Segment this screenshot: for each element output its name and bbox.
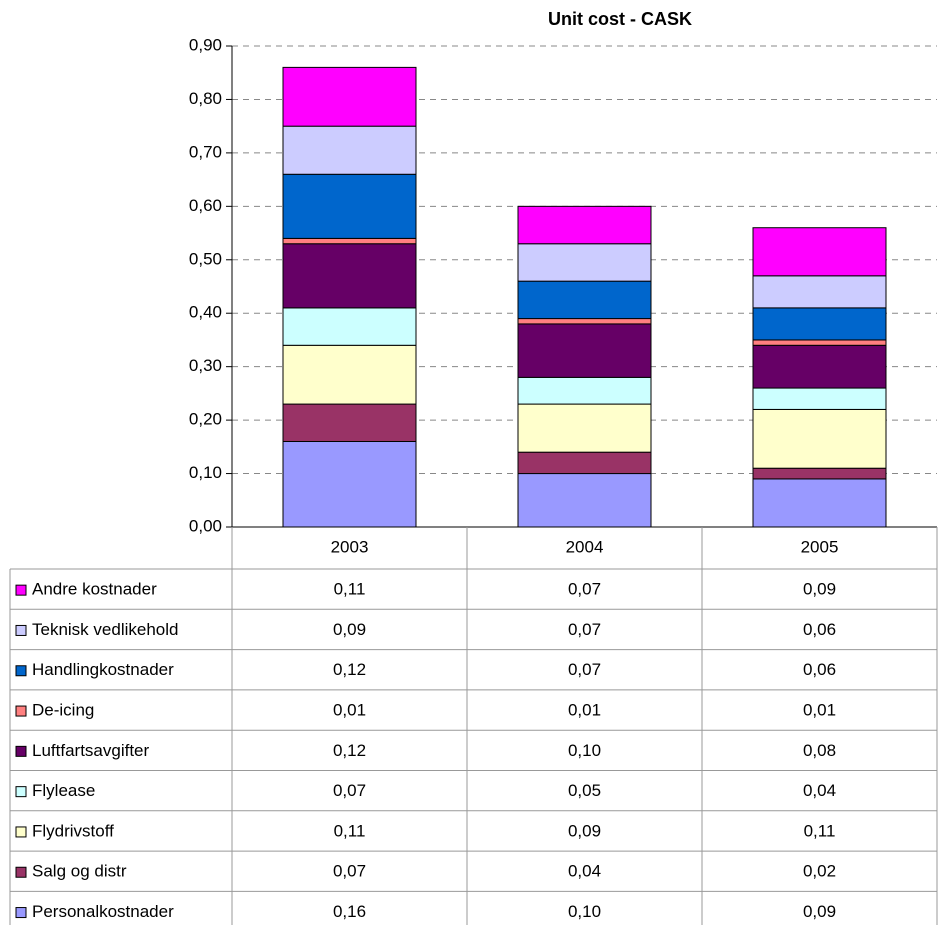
bar-segment — [517, 323, 652, 378]
y-tick-label: 0,30 — [189, 356, 222, 375]
y-tick-label: 0,40 — [189, 303, 222, 322]
bar-segment — [282, 440, 417, 528]
legend-swatch — [15, 786, 27, 798]
table-header: 2004 — [566, 537, 604, 556]
legend-label: Andre kostnader — [32, 580, 157, 599]
bar-segment — [752, 275, 887, 309]
legend-label: Personalkostnader — [32, 902, 174, 921]
table-value: 0,09 — [568, 821, 601, 840]
legend-swatch — [15, 624, 27, 636]
bar-segment — [517, 205, 652, 245]
bar-segment — [752, 339, 887, 346]
table-value: 0,09 — [803, 580, 836, 599]
legend-label: Flydrivstoff — [32, 821, 114, 840]
legend-swatch — [15, 826, 27, 838]
y-tick-label: 0,60 — [189, 196, 222, 215]
table-value: 0,09 — [333, 620, 366, 639]
y-tick-label: 0,70 — [189, 142, 222, 161]
legend-label: Flylease — [32, 781, 95, 800]
bar-segment — [517, 451, 652, 475]
table-value: 0,10 — [568, 741, 601, 760]
bar-segment — [517, 280, 652, 320]
bar-segment — [282, 66, 417, 127]
table-value: 0,07 — [568, 660, 601, 679]
legend-swatch — [15, 665, 27, 677]
bar-segment — [752, 408, 887, 469]
table-value: 0,12 — [333, 741, 366, 760]
table-value: 0,01 — [568, 701, 601, 720]
table-value: 0,06 — [803, 620, 836, 639]
bar-segment — [752, 387, 887, 410]
y-tick-label: 0,00 — [189, 516, 222, 535]
table-value: 0,11 — [334, 821, 366, 840]
table-value: 0,11 — [334, 580, 366, 599]
bar-segment — [282, 344, 417, 405]
bar-segment — [517, 318, 652, 325]
legend-label: Handlingkostnader — [32, 660, 174, 679]
table-value: 0,07 — [568, 620, 601, 639]
bar-segment — [282, 237, 417, 245]
legend-swatch — [15, 866, 27, 878]
bar-segment — [282, 125, 417, 175]
y-tick-label: 0,10 — [189, 463, 222, 482]
table-value: 0,04 — [803, 781, 836, 800]
bar-segment — [752, 344, 887, 389]
legend-label: De-icing — [32, 701, 94, 720]
table-value: 0,01 — [333, 701, 366, 720]
table-value: 0,05 — [568, 781, 601, 800]
bar-segment — [282, 403, 417, 442]
legend-label: Salg og distr — [32, 862, 127, 881]
table-value: 0,16 — [333, 902, 366, 921]
legend-swatch — [15, 584, 27, 596]
bar-segment — [752, 467, 887, 480]
table-value: 0,07 — [333, 862, 366, 881]
legend-swatch — [15, 745, 27, 757]
table-value: 0,08 — [803, 741, 836, 760]
table-value: 0,06 — [803, 660, 836, 679]
bar-segment — [517, 473, 652, 528]
y-tick-label: 0,80 — [189, 89, 222, 108]
table-value: 0,09 — [803, 902, 836, 921]
legend-swatch — [15, 705, 27, 717]
bar-segment — [752, 478, 887, 528]
table-header: 2003 — [331, 537, 369, 556]
y-tick-label: 0,90 — [189, 35, 222, 54]
bar-segment — [517, 243, 652, 282]
bar-segment — [752, 227, 887, 277]
bar-segment — [517, 403, 652, 453]
table-value: 0,02 — [803, 862, 836, 881]
table-header: 2005 — [801, 537, 839, 556]
table-value: 0,12 — [333, 660, 366, 679]
table-value: 0,07 — [333, 781, 366, 800]
bar-segment — [282, 243, 417, 309]
legend-swatch — [15, 907, 27, 919]
bar-segment — [282, 307, 417, 346]
bar-segment — [282, 173, 417, 239]
table-value: 0,10 — [568, 902, 601, 921]
legend-label: Teknisk vedlikehold — [32, 620, 178, 639]
chart-title: Unit cost - CASK — [548, 9, 692, 29]
y-tick-label: 0,20 — [189, 410, 222, 429]
table-value: 0,04 — [568, 862, 601, 881]
bar-segment — [517, 376, 652, 405]
table-value: 0,11 — [804, 821, 836, 840]
table-value: 0,07 — [568, 580, 601, 599]
legend-label: Luftfartsavgifter — [32, 741, 150, 760]
table-value: 0,01 — [803, 701, 836, 720]
bar-segment — [752, 307, 887, 341]
y-tick-label: 0,50 — [189, 249, 222, 268]
